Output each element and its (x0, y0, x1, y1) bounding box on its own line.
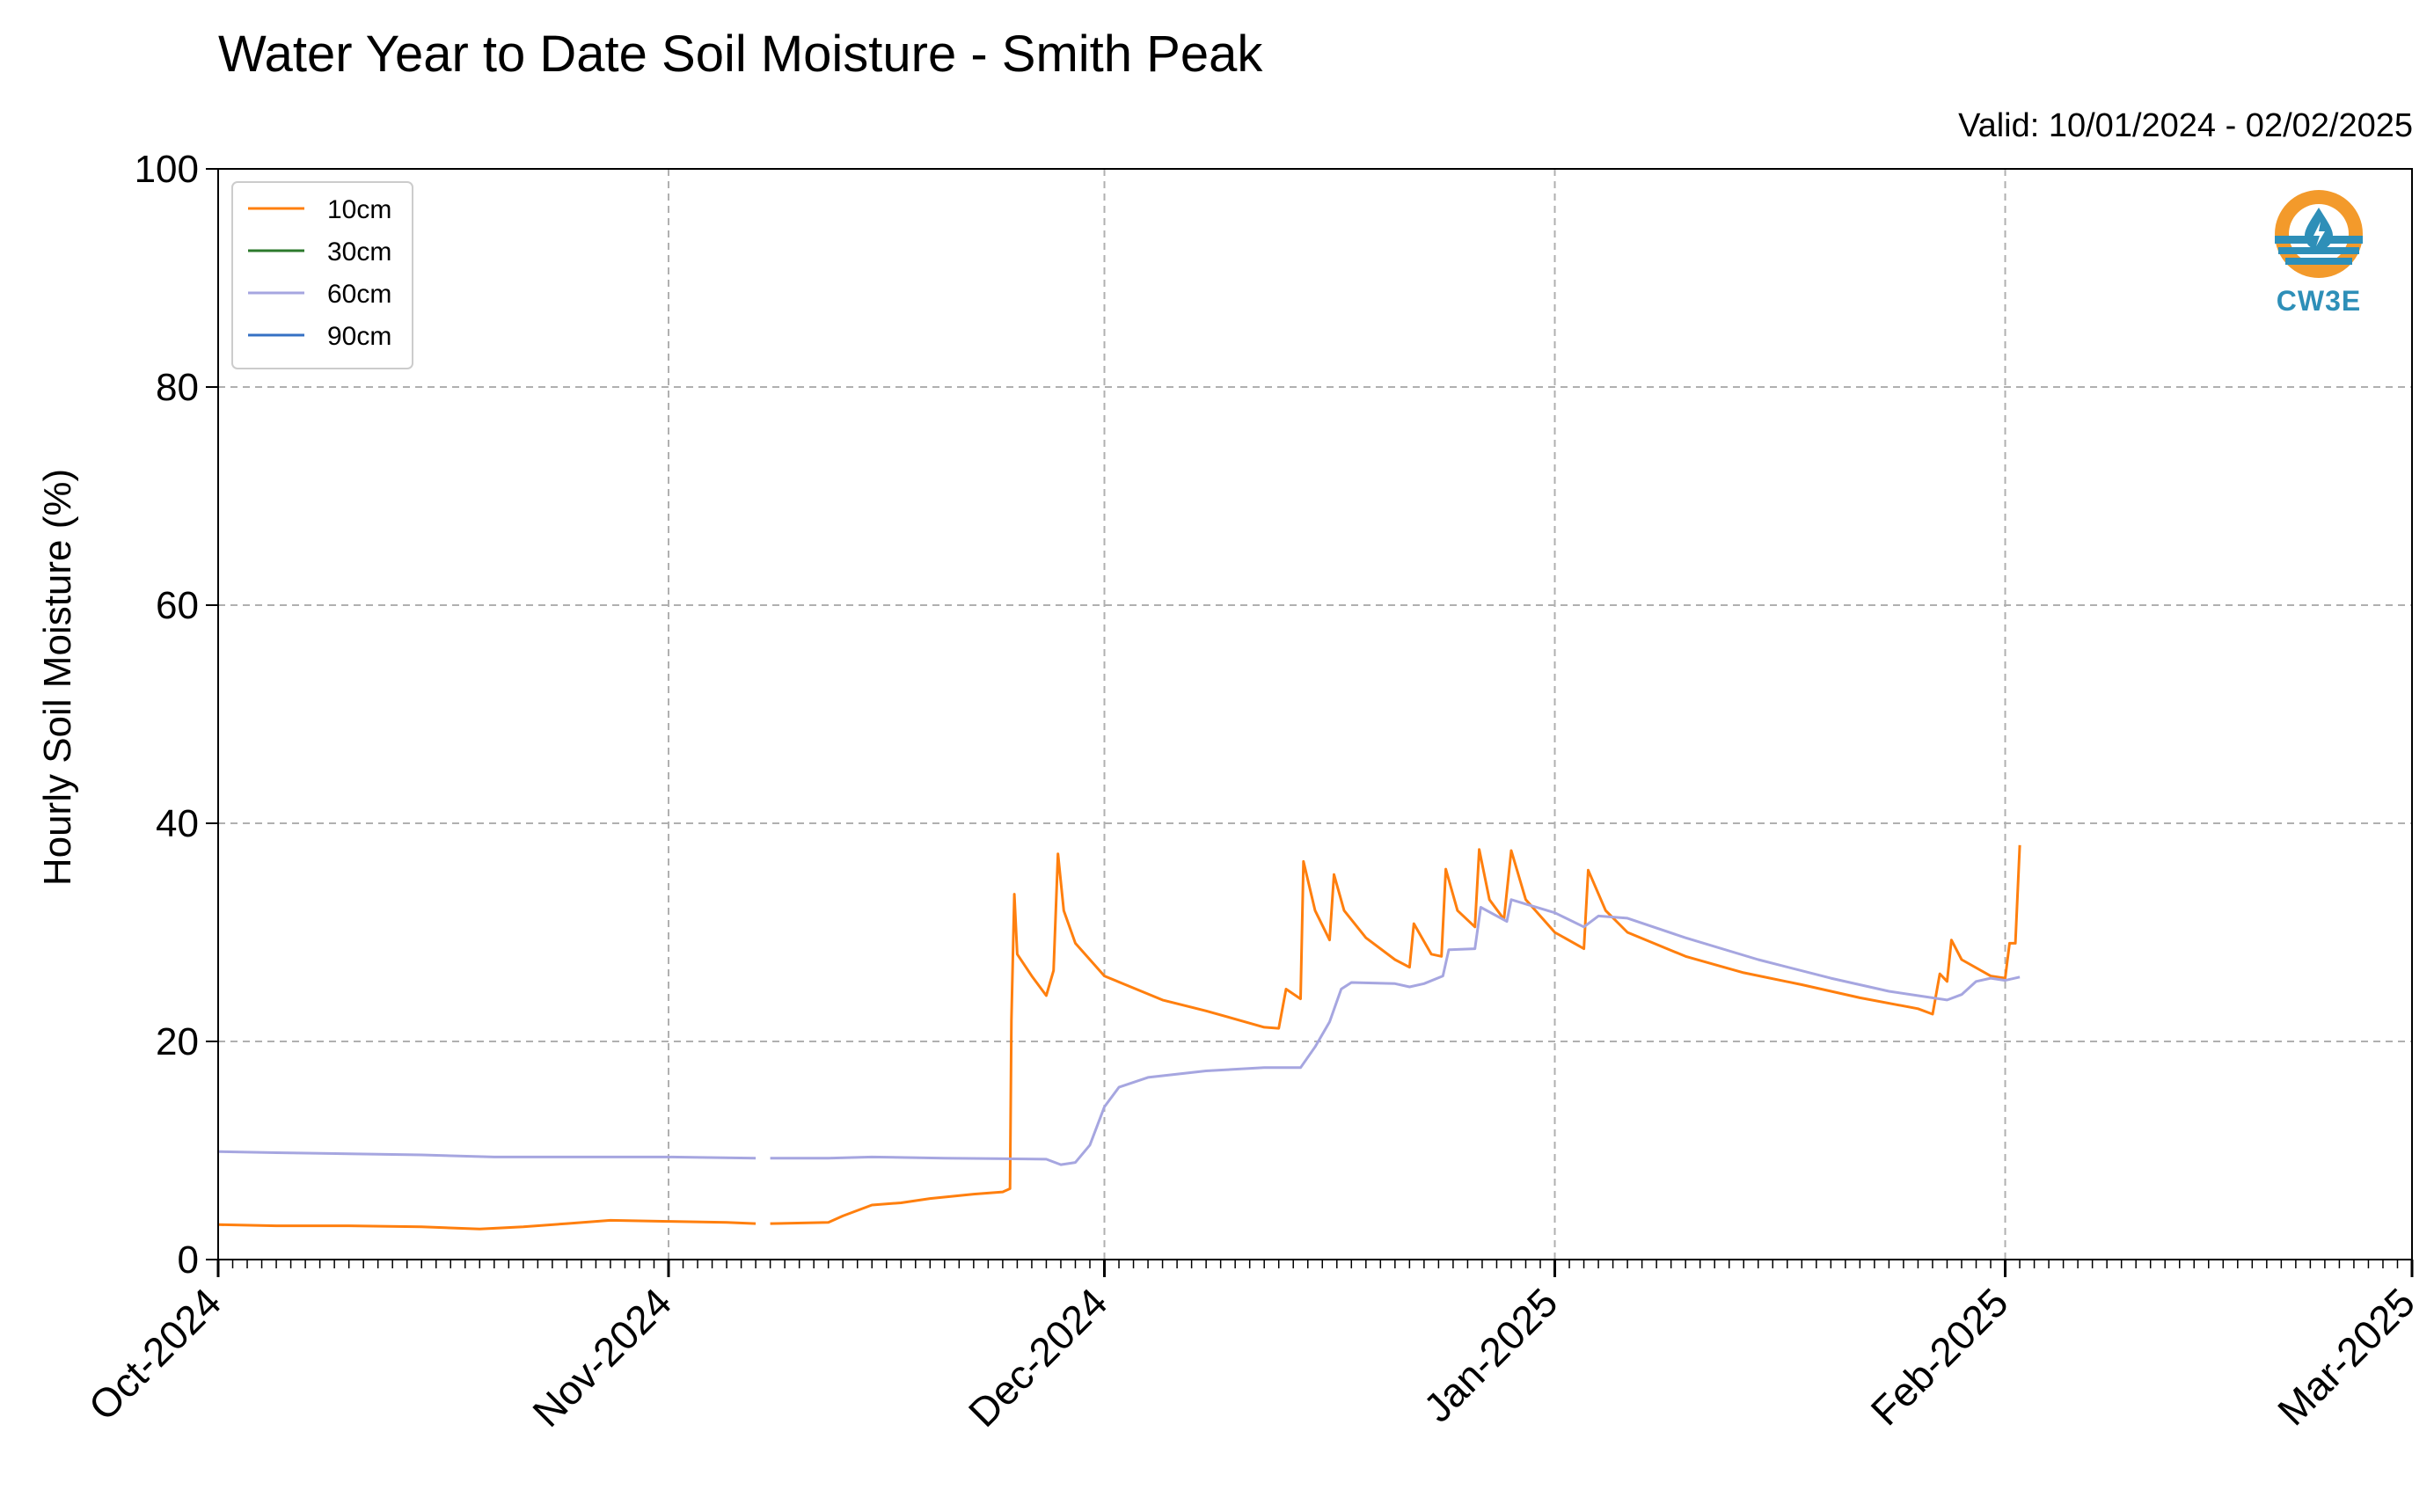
legend-label: 90cm (327, 322, 391, 351)
series-line-60cm (770, 898, 2021, 1166)
legend-label: 30cm (327, 237, 391, 267)
cw3e-logo: CW3E (2266, 181, 2372, 322)
x-tick-label: Dec-2024 (960, 1279, 1116, 1435)
x-tick-label: Feb-2025 (1862, 1279, 2017, 1434)
legend: 10cm 30cm 60cm 90cm (231, 181, 413, 369)
y-tick-label: 100 (135, 148, 199, 191)
logo-text: CW3E (2276, 285, 2362, 317)
x-tick-label: Jan-2025 (1414, 1279, 1566, 1430)
y-tick-label: 0 (178, 1238, 199, 1282)
legend-label: 60cm (327, 280, 391, 309)
axes: 0 20 40 60 80 100 Oct-2024 Nov-2024 Dec-2024 Jan-… (80, 148, 2424, 1435)
y-tick-label: 20 (156, 1020, 199, 1063)
water-drop-sun-icon (2275, 190, 2363, 278)
series-lines (217, 844, 2021, 1231)
series-line-10cm (770, 844, 2021, 1225)
grid (217, 168, 2413, 1260)
x-tick-label: Oct-2024 (80, 1279, 230, 1429)
chart-title: Water Year to Date Soil Moisture - Smith… (218, 26, 1263, 83)
legend-label: 10cm (327, 195, 391, 224)
series-line-60cm (217, 1150, 757, 1160)
series-line-10cm (217, 1218, 757, 1231)
x-tick-label: Nov-2024 (523, 1279, 680, 1435)
valid-date-range: Valid: 10/01/2024 - 02/02/2025 (1958, 107, 2413, 144)
y-tick-label: 60 (156, 584, 199, 627)
x-tick-label: Mar-2025 (2269, 1279, 2423, 1434)
y-tick-label: 80 (156, 366, 199, 409)
y-tick-label: 40 (156, 802, 199, 845)
plot-frame (217, 168, 2413, 1260)
legend-box (231, 181, 413, 369)
